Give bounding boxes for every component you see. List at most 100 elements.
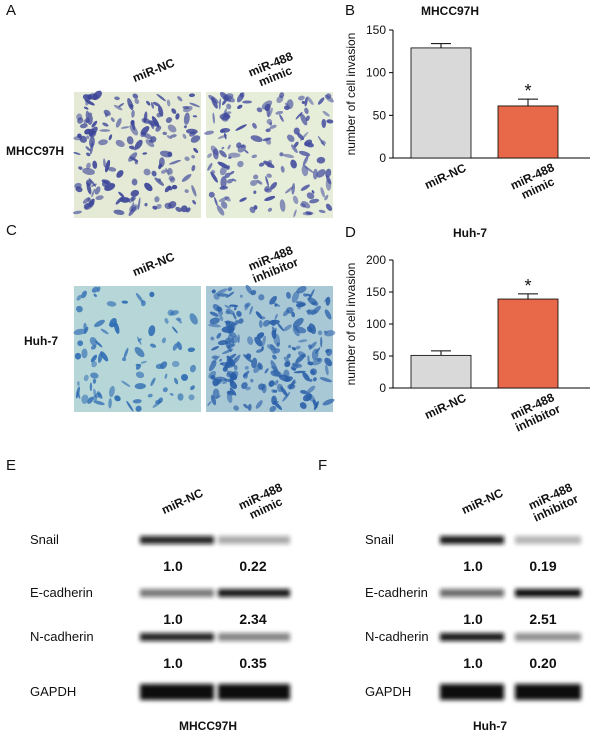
cell (243, 370, 250, 378)
cell (147, 393, 153, 398)
chart-title: Huh-7 (453, 226, 487, 240)
cell (236, 310, 242, 317)
cell (211, 355, 218, 359)
cell (317, 97, 325, 105)
column-label: miR-NC (459, 486, 505, 517)
cell (229, 387, 237, 396)
bar (410, 47, 472, 159)
cell (307, 385, 316, 394)
cell (130, 196, 135, 202)
micrograph-group (72, 90, 201, 218)
cell (258, 162, 265, 167)
cell (184, 156, 190, 162)
cell (304, 107, 309, 114)
chart-title: MHCC97H (421, 4, 479, 18)
cell (244, 149, 249, 154)
cell (218, 98, 222, 110)
panel-label: E (6, 457, 16, 474)
cell (306, 192, 315, 200)
cell (210, 394, 217, 406)
cell (108, 398, 112, 409)
blot-band (515, 684, 581, 700)
cell (109, 318, 117, 328)
cell (216, 205, 225, 216)
cell (282, 153, 295, 158)
cell (286, 353, 291, 359)
cell (287, 134, 295, 142)
cell (77, 381, 80, 387)
cell (245, 386, 251, 391)
cell (309, 368, 318, 376)
cell (316, 156, 326, 164)
cell (121, 300, 129, 304)
cell (87, 197, 92, 203)
significance: * (524, 81, 531, 101)
cell (309, 378, 313, 382)
cell (228, 304, 232, 308)
cell (184, 189, 189, 193)
cell (149, 291, 155, 298)
cell (258, 294, 265, 301)
cell (233, 306, 237, 311)
cell (170, 134, 177, 138)
bar (497, 298, 559, 389)
cell (73, 328, 87, 335)
cell (297, 351, 307, 358)
cell (305, 211, 313, 216)
cell (114, 395, 121, 402)
cell (106, 301, 117, 307)
panel-label: F (318, 457, 327, 474)
cell (271, 400, 279, 405)
cell (204, 130, 215, 135)
cell (316, 169, 326, 178)
cell (272, 302, 281, 307)
cell (212, 304, 222, 312)
cell (171, 184, 178, 190)
cell (189, 313, 198, 325)
cell (212, 388, 220, 400)
cell (243, 403, 249, 409)
cell (169, 393, 174, 396)
cell (116, 170, 124, 178)
cell (83, 106, 89, 110)
cell (171, 360, 180, 368)
y-tick-label: 150 (366, 285, 386, 299)
quantification: 1.0 (163, 611, 183, 627)
y-axis-title: number of cell invasion (344, 33, 358, 156)
cell (77, 133, 82, 139)
y-tick-label: 0 (379, 381, 386, 395)
cell (208, 360, 217, 372)
cell (211, 289, 216, 294)
blot-band (140, 633, 214, 641)
cell (273, 333, 281, 346)
cell (279, 152, 284, 157)
cell (290, 159, 297, 169)
cell (126, 400, 134, 412)
cell (312, 357, 323, 366)
cell (189, 364, 197, 373)
cell (301, 100, 306, 104)
micrograph-group (206, 284, 336, 412)
row-label: N-cadherin (30, 629, 94, 644)
cell (307, 297, 319, 306)
cell (217, 161, 229, 169)
cell (134, 346, 145, 358)
cell (300, 390, 308, 395)
cell (239, 294, 243, 298)
cell (227, 343, 236, 349)
cell (144, 202, 148, 207)
cell (176, 341, 183, 351)
cell (135, 363, 139, 367)
panel-label: C (6, 222, 17, 239)
column-label: miR-NC (130, 249, 176, 279)
cell (228, 156, 232, 159)
cell (155, 125, 162, 132)
cell (122, 357, 127, 362)
cell (187, 347, 196, 353)
cell (291, 347, 297, 351)
cell (114, 96, 120, 101)
cell (183, 125, 187, 129)
cell (245, 284, 253, 295)
quantification: 1.0 (163, 558, 183, 574)
